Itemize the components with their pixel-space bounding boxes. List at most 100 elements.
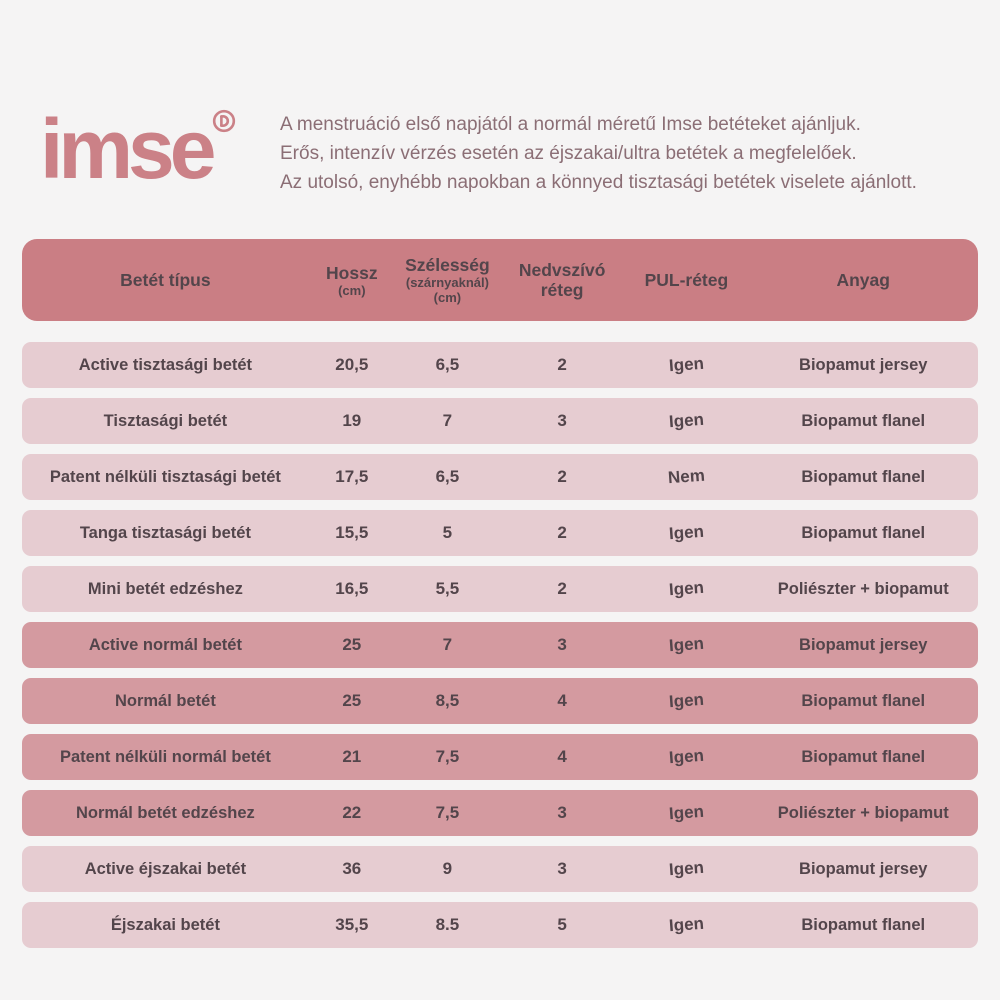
length-cell: 19	[342, 411, 362, 430]
pul-layer-cell: Igen	[624, 633, 748, 656]
pul-layer-cell: Igen	[624, 801, 748, 824]
table-row: Active éjszakai betét 36 9 3 Igen Biopam…	[22, 846, 978, 892]
length-cell: 17,5	[335, 467, 369, 486]
pad-type-cell: Patent nélküli normál betét	[59, 747, 271, 766]
pul-layer-value: Igen	[668, 801, 705, 824]
pul-layer-cell: Igen	[624, 745, 748, 768]
material-cell: Biopamut flanel	[801, 747, 926, 766]
logo-trademark-icon	[212, 109, 236, 133]
table-header-row: Betét típus Hossz (cm) Szélesség (szárny…	[22, 239, 978, 321]
table-row: Patent nélküli normál betét 21 7,5 4 Ige…	[22, 734, 978, 780]
absorbent-layers-cell: 3	[557, 635, 567, 654]
pad-type-cell: Patent nélküli tisztasági betét	[49, 467, 281, 486]
column-header-material: Anyag	[749, 270, 978, 290]
pad-type-cell: Normál betét	[114, 691, 216, 710]
material-cell: Biopamut flanel	[801, 523, 926, 542]
material-header-label: Anyag	[836, 270, 890, 290]
absorbent-layers-cell: 2	[557, 523, 567, 542]
pul-layer-value: Igen	[668, 409, 705, 432]
intro-text: A menstruáció első napjától a normál mér…	[280, 110, 917, 197]
pul-layer-value: Igen	[668, 521, 705, 544]
material-cell: Poliészter + biopamut	[777, 579, 949, 598]
pad-type-cell: Active éjszakai betét	[84, 859, 247, 878]
pad-type-cell: Active normál betét	[88, 635, 242, 654]
width-cell: 7,5	[435, 747, 460, 766]
length-cell: 21	[342, 747, 362, 766]
brand-logo-text: imse	[40, 102, 216, 196]
top-section: imse A menstruáció első napjától a normá…	[0, 0, 1000, 203]
pul-layer-value: Igen	[668, 353, 705, 376]
table-row: Active normál betét 25 7 3 Igen Biopamut…	[22, 622, 978, 668]
pul-layer-value: Igen	[668, 689, 705, 712]
column-header-width: Szélesség (szárnyaknál) (cm)	[395, 255, 500, 305]
length-cell: 20,5	[335, 355, 369, 374]
material-cell: Biopamut flanel	[801, 915, 926, 934]
table-row: Normál betét edzéshez 22 7,5 3 Igen Poli…	[22, 790, 978, 836]
material-cell: Biopamut jersey	[799, 859, 928, 878]
pul-layer-cell: Igen	[624, 353, 748, 376]
width-cell: 6,5	[435, 467, 460, 486]
width-cell: 7	[442, 635, 453, 654]
intro-line-3: Az utolsó, enyhébb napokban a könnyed ti…	[280, 172, 917, 193]
absorbent-layers-cell: 2	[557, 355, 567, 374]
pul-layer-cell: Nem	[624, 465, 748, 488]
column-header-pad-type: Betét típus	[22, 270, 309, 290]
absorbent-layers-cell: 4	[557, 691, 567, 710]
spec-table: Betét típus Hossz (cm) Szélesség (szárny…	[22, 239, 978, 948]
column-header-pul-layer: PUL-réteg	[624, 270, 748, 290]
intro-line-1: A menstruáció első napjától a normál mér…	[280, 114, 861, 135]
material-cell: Biopamut jersey	[799, 355, 928, 374]
pad-type-header-label: Betét típus	[120, 270, 211, 290]
pul-layer-cell: Igen	[624, 578, 748, 599]
length-cell: 25	[342, 635, 362, 654]
width-header-unit: (cm)	[433, 290, 462, 305]
length-cell: 22	[342, 803, 362, 822]
table-row: Active tisztasági betét 20,5 6,5 2 Igen …	[22, 342, 978, 388]
pul-layer-cell: Igen	[624, 521, 748, 544]
brand-logo: imse	[40, 103, 280, 203]
material-cell: Biopamut flanel	[801, 691, 926, 710]
table-row: Éjszakai betét 35,5 8.5 5 Igen Biopamut …	[22, 902, 978, 948]
pul-layer-cell: Igen	[624, 857, 748, 880]
absorbent-header-label: Nedvszívó réteg	[518, 260, 606, 300]
pul-layer-value: Nem	[667, 465, 706, 488]
width-cell: 5,5	[435, 579, 460, 598]
length-cell: 25	[342, 691, 362, 710]
pad-type-cell: Mini betét edzéshez	[87, 579, 243, 598]
column-header-absorbent-layers: Nedvszívó réteg	[500, 260, 624, 300]
absorbent-layers-cell: 5	[557, 915, 567, 934]
length-cell: 36	[342, 859, 362, 878]
pad-type-cell: Éjszakai betét	[110, 915, 220, 934]
width-cell: 7,5	[435, 803, 460, 822]
pul-layer-value: Igen	[668, 745, 705, 768]
width-header-label: Szélesség	[405, 255, 490, 275]
absorbent-layers-cell: 2	[557, 467, 567, 486]
material-cell: Biopamut flanel	[801, 411, 926, 430]
table-row: Patent nélküli tisztasági betét 17,5 6,5…	[22, 454, 978, 500]
length-cell: 16,5	[335, 579, 369, 598]
absorbent-layers-cell: 2	[557, 579, 567, 598]
pul-header-label: PUL-réteg	[644, 270, 729, 290]
length-cell: 35,5	[335, 915, 369, 934]
pad-type-cell: Tisztasági betét	[103, 411, 228, 430]
pul-layer-value: Igen	[668, 857, 705, 880]
column-header-length: Hossz (cm)	[309, 263, 395, 298]
material-cell: Poliészter + biopamut	[777, 803, 949, 822]
table-row: Tanga tisztasági betét 15,5 5 2 Igen Bio…	[22, 510, 978, 556]
width-cell: 7	[442, 411, 453, 430]
pad-type-cell: Tanga tisztasági betét	[79, 523, 251, 542]
table-row: Normál betét 25 8,5 4 Igen Biopamut flan…	[22, 678, 978, 724]
length-header-label: Hossz	[326, 262, 378, 283]
length-header-unit: (cm)	[338, 282, 366, 298]
length-cell: 15,5	[335, 523, 369, 542]
material-cell: Biopamut flanel	[801, 467, 926, 486]
pul-layer-value: Igen	[668, 633, 705, 656]
pad-type-cell: Normál betét edzéshez	[75, 803, 255, 822]
absorbent-layers-cell: 3	[557, 803, 567, 822]
pul-layer-cell: Igen	[624, 689, 748, 712]
absorbent-layers-cell: 3	[557, 411, 567, 430]
pad-type-cell: Active tisztasági betét	[78, 355, 253, 374]
width-cell: 5	[442, 523, 453, 542]
width-cell: 6,5	[435, 355, 460, 374]
